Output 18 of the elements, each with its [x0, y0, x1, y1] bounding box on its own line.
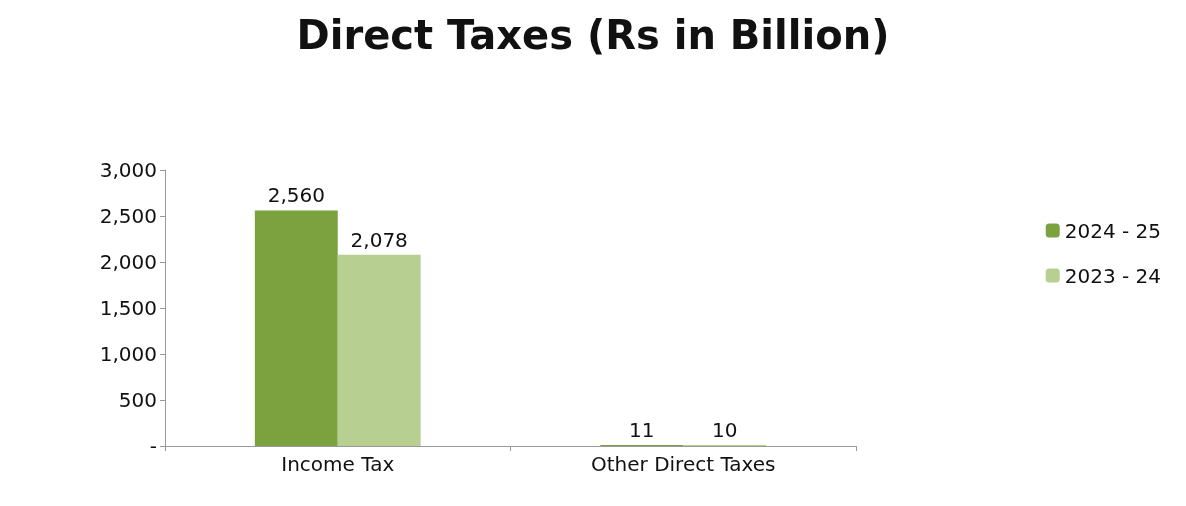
x-tick-label: Income Tax: [281, 452, 395, 476]
legend-label: 2024 - 25: [1064, 218, 1161, 243]
data-label: 10: [711, 418, 738, 443]
y-tick-label: 500: [118, 388, 157, 412]
y-tick-label: 1,500: [99, 296, 157, 320]
data-label: 2,560: [267, 183, 325, 208]
data-label: 11: [629, 417, 655, 442]
y-tick-label: 2,500: [99, 204, 157, 228]
chart-title: Direct Taxes (Rs in Billion): [296, 12, 890, 58]
x-tick-label: Other Direct Taxes: [591, 452, 776, 476]
data-label: 2,078: [350, 227, 408, 252]
legend-label: 2023 - 24: [1064, 263, 1161, 288]
y-tick-label: -: [149, 434, 157, 458]
y-tick-label: 2,000: [99, 250, 157, 274]
y-tick-label: 3,000: [99, 158, 157, 182]
bar: [254, 210, 338, 446]
y-tick-label: 1,000: [99, 342, 157, 366]
bar: [337, 254, 421, 446]
